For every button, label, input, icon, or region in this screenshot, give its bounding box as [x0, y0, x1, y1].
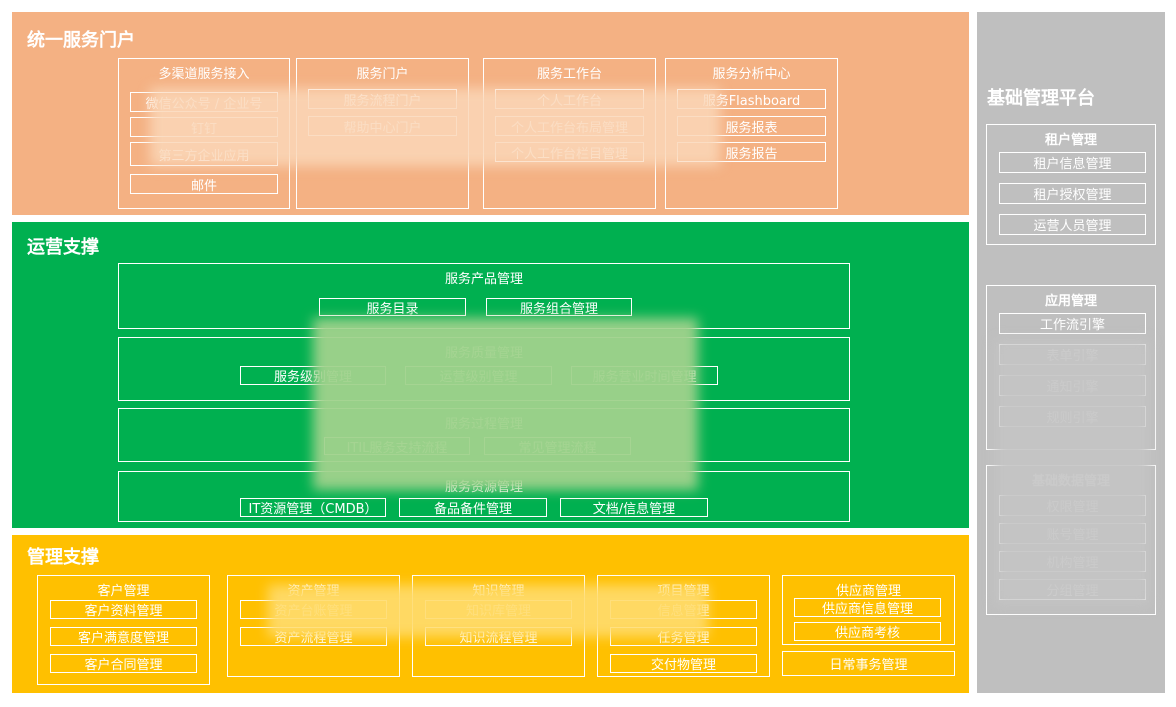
- item-platform-0-2[interactable]: 运营人员管理: [999, 214, 1146, 235]
- group-title: 服务工作台: [536, 67, 602, 82]
- group-management-1: 资产管理: [227, 575, 400, 677]
- item-platform-2-3[interactable]: 分组管理: [999, 579, 1146, 600]
- group-management-0: 客户管理: [37, 575, 210, 685]
- item-portal-2-0[interactable]: 个人工作台: [495, 89, 644, 109]
- group-title: 基础数据管理: [1031, 474, 1110, 489]
- item-management-3-1[interactable]: 任务管理: [610, 627, 757, 646]
- group-title: 服务资源管理: [444, 480, 523, 495]
- item-portal-0-2[interactable]: 第三方企业应用: [130, 142, 278, 166]
- item-operations-2-1[interactable]: 常见管理流程: [484, 437, 631, 456]
- item-management-4-1[interactable]: 供应商考核: [794, 622, 941, 641]
- item-portal-3-2[interactable]: 服务报告: [677, 142, 826, 162]
- operations-panel-title: 运营支撑: [27, 237, 99, 258]
- item-management-0-0[interactable]: 客户资料管理: [50, 600, 197, 619]
- item-platform-1-1[interactable]: 表单引擎: [999, 344, 1146, 365]
- group-title: 知识管理: [472, 584, 525, 599]
- group-title: 项目管理: [657, 584, 710, 599]
- item-operations-1-0[interactable]: 服务级别管理: [240, 366, 386, 385]
- item-portal-2-2[interactable]: 个人工作台栏目管理: [495, 142, 644, 162]
- item-portal-1-0[interactable]: 服务流程门户: [308, 89, 457, 109]
- item-management-0-2[interactable]: 客户合同管理: [50, 654, 197, 673]
- item-operations-0-0[interactable]: 服务目录: [319, 298, 466, 317]
- group-title: 租户管理: [1044, 133, 1097, 148]
- group-title: 应用管理: [1044, 294, 1097, 309]
- item-portal-2-1[interactable]: 个人工作台布局管理: [495, 116, 644, 136]
- item-platform-0-0[interactable]: 租户信息管理: [999, 152, 1146, 173]
- item-portal-0-1[interactable]: 钉钉: [130, 117, 278, 137]
- item-operations-3-0[interactable]: IT资源管理（CMDB）: [240, 498, 386, 517]
- item-portal-0-3[interactable]: 邮件: [130, 174, 278, 194]
- group-title: 多渠道服务接入: [158, 67, 250, 82]
- item-platform-2-2[interactable]: 机构管理: [999, 551, 1146, 572]
- group-title: 服务质量管理: [444, 346, 523, 361]
- item-portal-3-0[interactable]: 服务Flashboard: [677, 89, 826, 109]
- item-platform-2-0[interactable]: 权限管理: [999, 495, 1146, 516]
- management-panel-title: 管理支撑: [27, 547, 99, 568]
- group-management-2: 知识管理: [412, 575, 585, 677]
- item-operations-0-1[interactable]: 服务组合管理: [486, 298, 632, 317]
- item-operations-1-1[interactable]: 运营级别管理: [405, 366, 552, 385]
- item-management-4-0[interactable]: 供应商信息管理: [794, 598, 941, 617]
- item-platform-1-0[interactable]: 工作流引擎: [999, 313, 1146, 334]
- platform-panel-title: 基础管理平台: [987, 88, 1095, 109]
- group-management-4: 供应商管理: [782, 575, 955, 645]
- item-management-1-1[interactable]: 资产流程管理: [240, 627, 387, 646]
- item-portal-3-1[interactable]: 服务报表: [677, 116, 826, 136]
- group-title: 服务产品管理: [444, 272, 523, 287]
- item-daily-affairs[interactable]: 日常事务管理: [782, 651, 955, 676]
- item-portal-0-0[interactable]: 微信公众号 / 企业号: [130, 92, 278, 112]
- group-title: 服务过程管理: [444, 417, 523, 432]
- item-platform-0-1[interactable]: 租户授权管理: [999, 183, 1146, 204]
- group-platform-0: 租户管理: [986, 124, 1156, 245]
- group-title: 客户管理: [97, 584, 150, 599]
- portal-panel-title: 统一服务门户: [27, 30, 135, 51]
- item-operations-1-2[interactable]: 服务营业时间管理: [571, 366, 718, 385]
- group-title: 服务门户: [356, 67, 409, 82]
- group-operations-0: 服务产品管理: [118, 263, 850, 329]
- item-portal-1-1[interactable]: 帮助中心门户: [308, 116, 457, 136]
- item-platform-1-2[interactable]: 通知引擎: [999, 375, 1146, 396]
- group-title: 资产管理: [287, 584, 340, 599]
- group-title: 服务分析中心: [712, 67, 791, 82]
- item-platform-2-1[interactable]: 账号管理: [999, 523, 1146, 544]
- item-platform-1-3[interactable]: 规则引擎: [999, 406, 1146, 427]
- group-title: 供应商管理: [835, 584, 901, 599]
- item-management-2-1[interactable]: 知识流程管理: [425, 627, 572, 646]
- item-management-3-0[interactable]: 信息管理: [610, 600, 757, 619]
- item-operations-3-1[interactable]: 备品备件管理: [399, 498, 547, 517]
- item-management-0-1[interactable]: 客户满意度管理: [50, 627, 197, 646]
- item-management-3-2[interactable]: 交付物管理: [610, 654, 757, 673]
- item-operations-3-2[interactable]: 文档/信息管理: [560, 498, 708, 517]
- item-management-1-0[interactable]: 资产台账管理: [240, 600, 387, 619]
- item-management-2-0[interactable]: 知识库管理: [425, 600, 572, 619]
- item-operations-2-0[interactable]: ITIL服务支持流程: [324, 437, 470, 456]
